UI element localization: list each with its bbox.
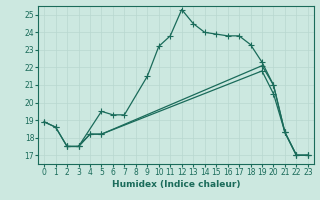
X-axis label: Humidex (Indice chaleur): Humidex (Indice chaleur) <box>112 180 240 189</box>
